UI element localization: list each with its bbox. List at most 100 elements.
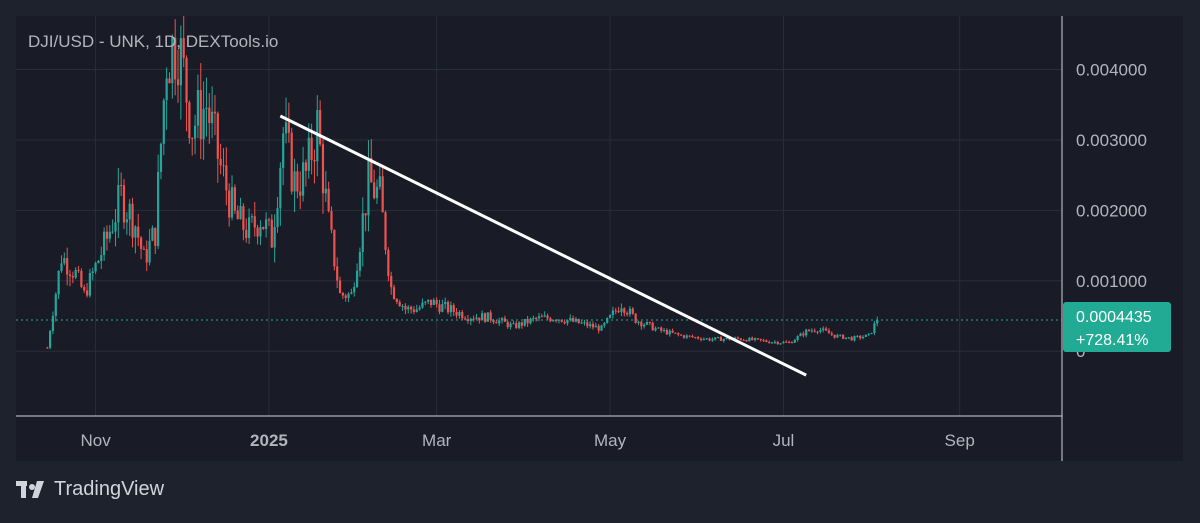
candle-body [699,338,703,340]
candle-body [509,323,512,328]
candle-body [483,313,487,322]
candle-body [57,270,60,295]
time-axis[interactable]: Nov 2025 Mar May Jul Sep [80,431,974,450]
candle-body [404,305,407,310]
candle-body [745,340,748,342]
candle-body [498,320,501,324]
candle-body [492,320,495,323]
candle-body [847,337,850,339]
grid [16,16,1062,416]
candle-body [370,158,373,183]
tradingview-logo[interactable]: TradingView [16,478,164,501]
candle-body [481,313,484,321]
candle-body [762,340,765,342]
candle-body [63,258,66,264]
candle-body [526,318,529,324]
candle-body [711,339,714,341]
candle-body [520,322,524,326]
candle-body [472,318,475,320]
candle-body [435,299,438,305]
candle-body [219,158,222,166]
candle-body [282,133,285,168]
candle-body [174,37,177,80]
candle-body [83,286,86,291]
candle-body [677,333,680,335]
candle-body [350,292,353,294]
candle-body [60,263,63,271]
candle-body [631,308,634,314]
candle-body [159,143,163,172]
candle-body [594,325,597,328]
candle-body [861,336,865,339]
candle-body [273,227,276,248]
candle-body [46,347,49,349]
candle-body [392,287,396,300]
candle-body [813,330,816,332]
candle-body [648,321,651,323]
candle-body [185,57,188,103]
candle-body [708,338,711,341]
candle-body [176,79,180,86]
candle-body [500,318,504,321]
candle-body [205,107,208,110]
candle-body [785,341,788,343]
candle-body [725,337,728,340]
candle-body [330,211,333,230]
candle-body [873,323,876,333]
candle-body [276,208,279,228]
candle-body [552,320,555,322]
candle-body [535,317,538,319]
candle-body [805,329,808,336]
candle-body [543,315,546,317]
candles [46,15,879,350]
candle-body [77,269,80,271]
candle-body [287,122,290,133]
candle-body [463,318,467,320]
candle-body [685,335,688,338]
candle-body [537,316,541,319]
candle-body [299,191,302,196]
candle-body [421,302,424,308]
candle-body [196,90,200,126]
candle-body [162,100,165,144]
candle-body [427,299,430,302]
candle-body [424,301,427,303]
candle-body [529,318,532,324]
candle-body [199,90,202,140]
candle-body [856,335,859,337]
candle-body [532,317,535,319]
candle-body [660,327,663,331]
candle-body [94,262,97,272]
trend-line[interactable] [279,114,807,377]
candle-body [216,113,219,159]
candle-body [751,337,754,341]
candle-body [506,321,509,328]
candle-body [367,158,370,216]
candle-body [776,341,779,345]
candle-body [412,309,416,312]
candle-body [765,340,768,342]
candle-body [415,309,418,312]
candle-body [131,203,134,238]
candle-body [643,324,646,327]
candle-body [614,310,617,312]
candle-body [549,318,552,322]
candle-body [154,227,157,246]
candle-body [603,322,606,326]
candle-body [824,328,828,331]
y-tick-label: 0.002000 [1076,201,1147,220]
candle-body [85,290,89,296]
candle-body [682,335,686,338]
candle-body [88,272,92,296]
candle-body [68,274,72,276]
chart-title: DJI/USD - UNK, 1D, DEXTools.io [28,32,278,51]
candle-body [654,328,657,331]
candle-body [148,240,151,263]
candle-body [611,310,615,315]
candle-body [503,318,506,322]
candle-body [461,311,464,319]
candle-body [836,335,839,338]
